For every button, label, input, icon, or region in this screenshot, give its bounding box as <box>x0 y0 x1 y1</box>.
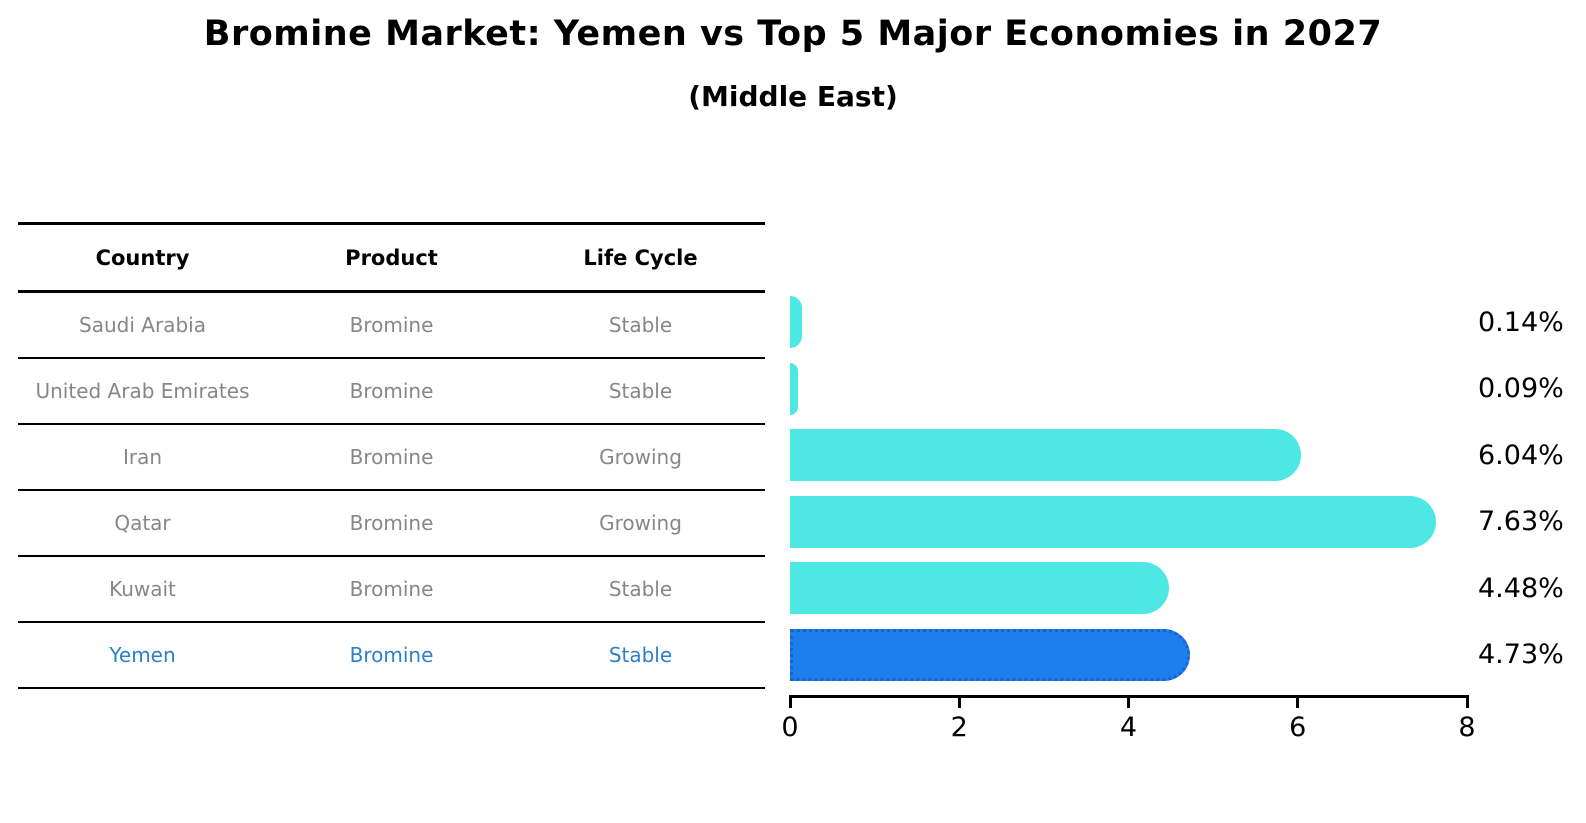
bar-qatar <box>790 495 1436 548</box>
chart-title: Bromine Market: Yemen vs Top 5 Major Eco… <box>203 14 1383 54</box>
cell-country: United Arab Emirates <box>35 379 250 403</box>
cell-product: Bromine <box>349 511 434 535</box>
cell-product: Bromine <box>349 445 434 469</box>
cell-life-cycle: Stable <box>608 313 673 337</box>
column-header-life-cycle: Life Cycle <box>583 245 698 270</box>
data-table: Country Product Life Cycle Saudi Arabia … <box>18 222 765 689</box>
table-row-qatar: Qatar Bromine Growing <box>18 491 765 557</box>
table-row-united-arab-emirates: United Arab Emirates Bromine Stable <box>18 359 765 425</box>
cell-country: Qatar <box>114 511 171 535</box>
value-label-united-arab-emirates: 0.09% <box>1478 373 1564 405</box>
bar-iran <box>790 429 1302 482</box>
table-header-row: Country Product Life Cycle <box>18 225 765 293</box>
table-row-iran: Iran Bromine Growing <box>18 425 765 491</box>
bar-slot <box>790 356 1467 423</box>
bar-slot <box>790 622 1467 689</box>
x-axis-tick-mark <box>1127 695 1130 708</box>
bar-yemen <box>790 628 1191 681</box>
x-axis-tick-mark <box>1465 695 1469 708</box>
x-axis-tick-mark <box>957 695 961 708</box>
value-label-iran: 6.04% <box>1478 439 1564 471</box>
value-label-yemen: 4.73% <box>1478 639 1564 671</box>
cell-product: Bromine <box>349 379 434 403</box>
bar-slot <box>790 489 1467 556</box>
cell-product: Bromine <box>349 577 434 601</box>
x-axis-tick-label-6: 6 <box>1289 712 1307 743</box>
column-header-country: Country <box>95 245 190 270</box>
bar-slot <box>790 289 1467 356</box>
x-axis-tick-mark <box>788 695 792 708</box>
x-axis-tick-label-4: 4 <box>1119 712 1138 743</box>
cell-life-cycle: Stable <box>608 379 673 403</box>
cell-country: Kuwait <box>109 577 176 601</box>
column-header-product: Product <box>345 245 438 270</box>
cell-product: Bromine <box>349 643 434 667</box>
cell-country: Yemen <box>109 643 176 667</box>
chart-subtitle: (Middle East) <box>688 80 898 113</box>
value-label-saudi-arabia: 0.14% <box>1478 306 1564 338</box>
bar-kuwait <box>790 562 1170 615</box>
x-axis-tick-label-0: 0 <box>781 712 799 743</box>
x-axis-tick-label-8: 8 <box>1458 712 1476 743</box>
bar-united-arab-emirates <box>790 362 798 415</box>
cell-life-cycle: Stable <box>608 643 673 667</box>
cell-country: Iran <box>122 445 163 469</box>
bar-slot <box>790 555 1467 622</box>
value-label-kuwait: 4.48% <box>1478 572 1564 604</box>
cell-product: Bromine <box>349 313 434 337</box>
bar-slot <box>790 422 1467 489</box>
cell-country: Saudi Arabia <box>79 313 206 337</box>
table-row-kuwait: Kuwait Bromine Stable <box>18 557 765 623</box>
value-label-qatar: 7.63% <box>1478 506 1564 538</box>
cell-life-cycle: Growing <box>599 445 682 469</box>
value-labels-layer: 0.14% 0.09% 6.04% 7.63% 4.48% 4.73% <box>1478 289 1586 688</box>
x-axis-tick-mark <box>1296 695 1300 708</box>
bars-layer <box>790 289 1467 688</box>
bar-saudi-arabia <box>790 296 802 349</box>
x-axis-tick-label-2: 2 <box>950 712 968 743</box>
cell-life-cycle: Growing <box>599 511 682 535</box>
table-row-yemen: Yemen Bromine Stable <box>18 623 765 689</box>
table-row-saudi-arabia: Saudi Arabia Bromine Stable <box>18 293 765 359</box>
cell-life-cycle: Stable <box>608 577 673 601</box>
